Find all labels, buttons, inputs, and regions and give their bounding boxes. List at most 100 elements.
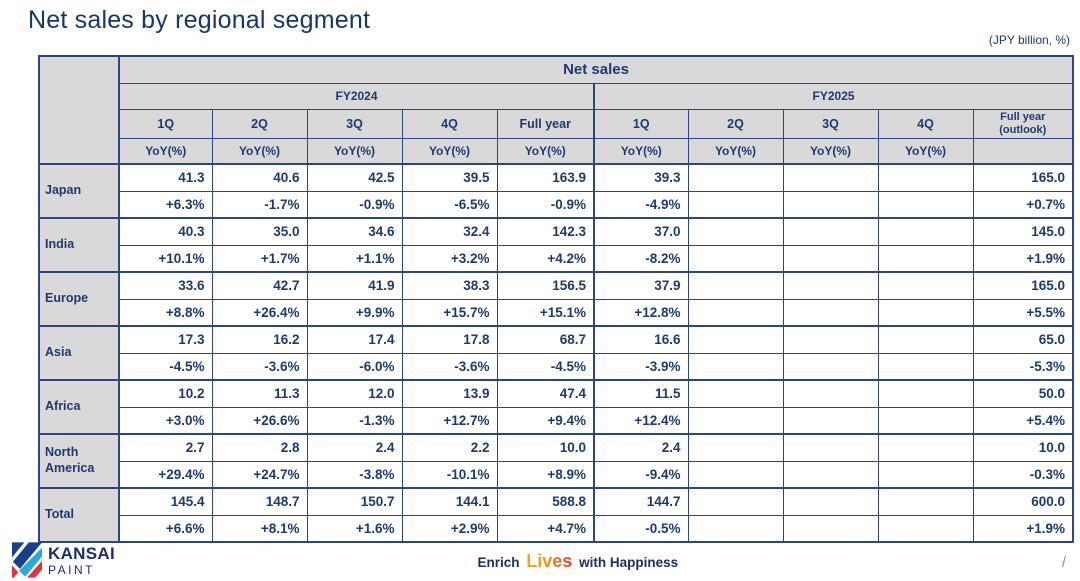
yoy-value-cell: +6.3% xyxy=(118,190,213,219)
region-label: Europe xyxy=(38,271,120,327)
yoy-value-cell xyxy=(877,514,974,543)
sales-value-cell xyxy=(877,487,974,516)
yoy-value-cell: -3.9% xyxy=(593,352,689,381)
yoy-label: YoY(%) xyxy=(593,137,689,165)
sales-value-cell: 37.9 xyxy=(593,271,689,300)
yoy-value-cell: -8.2% xyxy=(593,244,689,273)
sales-value-cell xyxy=(687,379,784,408)
yoy-value-cell xyxy=(687,514,784,543)
unit-note: (JPY billion, %) xyxy=(988,33,1070,47)
region-sales-row: North America 2.7 2.8 2.4 2.2 10.0 2.4 10.0 xyxy=(38,433,1074,489)
yoy-value-cell: +1.7% xyxy=(211,244,308,273)
sales-value-cell: 65.0 xyxy=(972,325,1074,354)
fy2025-q3-header: 3Q xyxy=(782,108,879,139)
yoy-label: YoY(%) xyxy=(877,137,974,165)
yoy-value-cell: +9.9% xyxy=(306,298,403,327)
region-sales-row: Asia 17.3 16.2 17.4 17.8 68.7 16.6 65.0 xyxy=(38,325,1074,381)
sales-value-cell xyxy=(687,163,784,192)
fiscal-year-row: FY2024 FY2025 xyxy=(39,82,1074,110)
sales-value-cell: 37.0 xyxy=(593,217,689,246)
sales-value-cell xyxy=(782,433,879,462)
sales-value-cell: 11.3 xyxy=(211,379,308,408)
fy2025-q1-header: 1Q xyxy=(593,108,689,139)
yoy-value-cell: -9.4% xyxy=(593,460,689,489)
sales-value-cell: 165.0 xyxy=(972,163,1074,192)
yoy-value-cell xyxy=(782,460,879,489)
sales-value-cell: 145.0 xyxy=(972,217,1074,246)
yoy-value-cell: +0.7% xyxy=(972,190,1074,219)
yoy-value-cell: -4.5% xyxy=(496,352,595,381)
kansai-k-logo-icon xyxy=(12,542,42,578)
sales-value-cell: 41.3 xyxy=(118,163,213,192)
yoy-value-cell xyxy=(687,352,784,381)
sales-value-cell: 17.3 xyxy=(118,325,213,354)
region-label: North America xyxy=(38,433,120,489)
yoy-value-cell: +8.8% xyxy=(118,298,213,327)
sales-value-cell: 144.1 xyxy=(401,487,498,516)
sales-value-cell xyxy=(877,163,974,192)
sales-value-cell: 600.0 xyxy=(972,487,1074,516)
region-yoy-row: +3.0% +26.6% -1.3% +12.7% +9.4% +12.4% +5.4% xyxy=(39,406,1074,435)
sales-value-cell: 42.7 xyxy=(211,271,308,300)
sales-value-cell: 10.0 xyxy=(972,433,1074,462)
quarter-header-row: 1Q 2Q 3Q 4Q Full year 1Q 2Q 3Q 4Q Full y… xyxy=(39,108,1074,139)
fy2024-q4-header: 4Q xyxy=(401,108,498,139)
region-yoy-row: +6.3% -1.7% -0.9% -6.5% -0.9% -4.9% +0.7% xyxy=(39,190,1074,219)
footer: KANSAI PAINT Enrich Lives with Happiness… xyxy=(0,539,1080,581)
tagline-part2: with Happiness xyxy=(579,555,679,570)
region-label: Asia xyxy=(38,325,120,381)
yoy-value-cell: +4.2% xyxy=(496,244,595,273)
sales-value-cell: 42.5 xyxy=(306,163,403,192)
fy2024-fullyear-header: Full year xyxy=(496,108,595,139)
page-number-slash: / xyxy=(1061,554,1066,571)
yoy-value-cell xyxy=(877,244,974,273)
yoy-value-cell: -0.5% xyxy=(593,514,689,543)
fy2024-header: FY2024 xyxy=(118,82,595,110)
yoy-value-cell: +8.1% xyxy=(211,514,308,543)
yoy-value-cell xyxy=(687,244,784,273)
region-label: India xyxy=(38,217,120,273)
yoy-value-cell: -1.7% xyxy=(211,190,308,219)
sales-value-cell xyxy=(782,217,879,246)
sales-value-cell xyxy=(782,379,879,408)
yoy-value-cell xyxy=(877,298,974,327)
yoy-value-cell: +3.0% xyxy=(118,406,213,435)
sales-value-cell: 588.8 xyxy=(496,487,595,516)
region-yoy-row: +10.1% +1.7% +1.1% +3.2% +4.2% -8.2% +1.9% xyxy=(39,244,1074,273)
fy2024-q1-header: 1Q xyxy=(118,108,213,139)
logo-wordmark: KANSAI PAINT xyxy=(48,545,115,576)
yoy-value-cell: +1.6% xyxy=(306,514,403,543)
yoy-value-cell: +8.9% xyxy=(496,460,595,489)
yoy-value-cell: -3.6% xyxy=(211,352,308,381)
sales-value-cell xyxy=(687,271,784,300)
region-sales-row: Japan 41.3 40.6 42.5 39.5 163.9 39.3 165.0 xyxy=(38,163,1074,219)
sales-value-cell: 16.2 xyxy=(211,325,308,354)
yoy-value-cell xyxy=(687,190,784,219)
yoy-value-cell: +9.4% xyxy=(496,406,595,435)
sales-value-cell: 2.7 xyxy=(118,433,213,462)
sales-value-cell: 148.7 xyxy=(211,487,308,516)
yoy-value-cell xyxy=(782,406,879,435)
yoy-value-cell xyxy=(782,352,879,381)
yoy-value-cell: -4.9% xyxy=(593,190,689,219)
region-label: Japan xyxy=(38,163,120,219)
sales-value-cell: 2.8 xyxy=(211,433,308,462)
yoy-value-cell: -0.9% xyxy=(306,190,403,219)
yoy-value-cell: -3.8% xyxy=(306,460,403,489)
sales-value-cell xyxy=(782,325,879,354)
fy2025-q4-header: 4Q xyxy=(877,108,974,139)
sales-value-cell: 40.6 xyxy=(211,163,308,192)
company-tagline: Enrich Lives with Happiness xyxy=(478,551,679,572)
yoy-value-cell: -0.9% xyxy=(496,190,595,219)
yoy-value-cell xyxy=(782,244,879,273)
yoy-label: YoY(%) xyxy=(496,137,595,165)
sales-value-cell: 32.4 xyxy=(401,217,498,246)
sales-value-cell: 10.0 xyxy=(496,433,595,462)
sales-value-cell: 144.7 xyxy=(593,487,689,516)
sales-value-cell: 11.5 xyxy=(593,379,689,408)
sales-value-cell: 10.2 xyxy=(118,379,213,408)
sales-value-cell: 41.9 xyxy=(306,271,403,300)
sales-value-cell: 165.0 xyxy=(972,271,1074,300)
yoy-value-cell: -4.5% xyxy=(118,352,213,381)
